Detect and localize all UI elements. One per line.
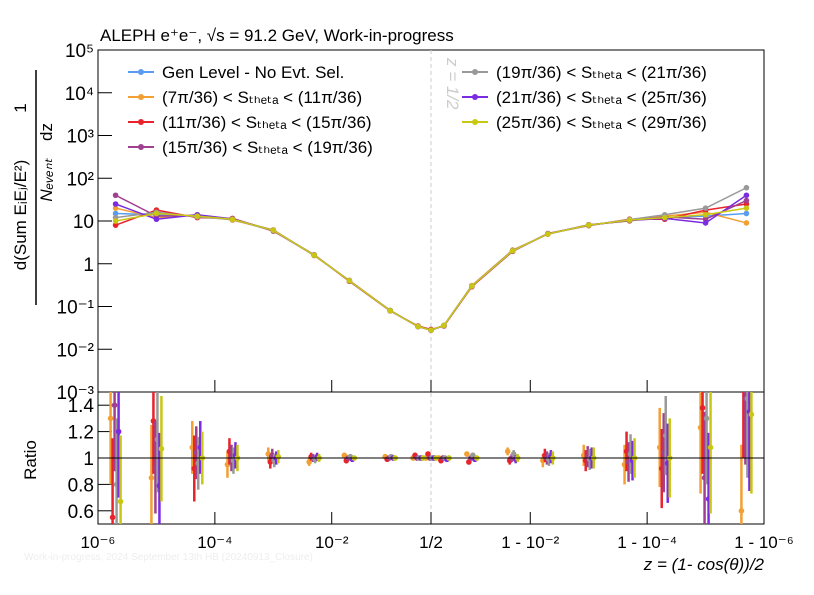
x-tick-label: 10⁻⁴: [197, 533, 232, 552]
point: [229, 216, 236, 223]
point: [346, 277, 353, 284]
y-tick-label: 10⁴: [65, 84, 94, 105]
ratio-point: [115, 428, 122, 435]
point: [387, 307, 393, 314]
point: [112, 192, 119, 199]
y2-tick-label: 1.4: [68, 396, 95, 417]
top-plot: [112, 184, 750, 333]
point: [743, 192, 750, 199]
legend-label: (11π/36) < Sₜₕₑₜₐ < (15π/36): [162, 113, 372, 132]
legend-label: (21π/36) < Sₜₕₑₜₐ < (25π/36): [496, 88, 707, 107]
point: [661, 214, 668, 221]
x-axis-label: z = (1- cos(θ))/2: [643, 555, 765, 574]
y-tick-label: 10⁵: [65, 41, 94, 62]
y-tick-label: 10⁻²: [57, 340, 95, 361]
legend-marker: [472, 69, 478, 75]
y-tick-label: 10²: [67, 169, 94, 190]
y2-tick-label: 0.8: [68, 475, 94, 496]
ratio-point: [117, 498, 124, 505]
point: [743, 184, 750, 191]
point: [702, 205, 709, 211]
ratio-point: [504, 448, 511, 455]
legend-marker: [138, 144, 144, 150]
x-tick-label: 1 - 10⁻²: [501, 533, 559, 552]
ratio-point: [158, 445, 165, 452]
ratio-point: [741, 376, 747, 382]
point: [585, 222, 592, 228]
ratio-point: [464, 451, 470, 457]
point: [153, 216, 160, 223]
y2-tick-label: 1: [83, 449, 94, 470]
ratio-point: [699, 405, 706, 411]
point: [626, 217, 633, 223]
ratio-point: [275, 453, 282, 460]
point: [743, 220, 750, 226]
point: [112, 218, 119, 224]
ratio-point: [107, 415, 114, 422]
point: [509, 248, 516, 254]
chart-title: ALEPH e⁺e⁻, √s = 91.2 GeV, Work-in-progr…: [100, 26, 454, 45]
ratio-point: [738, 508, 745, 514]
ratio-point: [748, 411, 755, 418]
y2-axis-label: Ratio: [21, 440, 40, 480]
point: [469, 283, 475, 289]
ratio-point: [109, 514, 116, 521]
point: [702, 211, 709, 218]
ratio-point: [341, 452, 348, 459]
x-tick-label: 10⁻²: [315, 533, 349, 552]
legend-marker: [138, 119, 144, 125]
series-line: [115, 187, 747, 331]
annotation: z = 1/2: [443, 57, 462, 110]
legend-label: (15π/36) < Sₜₕₑₜₐ < (19π/36): [162, 138, 373, 157]
y2-tick-label: 0.6: [68, 502, 94, 523]
point: [153, 210, 160, 217]
y-tick-label: 1: [83, 255, 94, 276]
x-tick-label: 1 - 10⁻⁶: [734, 533, 793, 552]
point: [428, 327, 434, 333]
point: [112, 205, 119, 211]
y-label-numerator: d(Sum EᵢEⱼ/E²): [11, 160, 30, 271]
y2-tick-label: 1.2: [68, 423, 94, 444]
point: [743, 197, 750, 204]
y-tick-label: 10⁻¹: [57, 298, 95, 319]
x-tick-label: 1/2: [419, 533, 443, 552]
ratio-point: [148, 475, 155, 481]
point: [702, 220, 709, 226]
y-label-prefactor-den: Nₑᵥₑₙₜ: [37, 157, 56, 201]
point: [743, 210, 750, 217]
point: [415, 323, 421, 330]
ratio-plot: [107, 376, 755, 524]
point: [441, 322, 447, 329]
point: [743, 205, 750, 211]
legend-label: (7π/36) < Sₜₕₑₜₐ < (11π/36): [162, 88, 362, 107]
point: [112, 210, 119, 217]
y-tick-label: 10³: [67, 127, 94, 148]
footer: Work-in-progress, 2024 September 13th HB…: [24, 552, 313, 563]
point: [311, 252, 317, 258]
legend-marker: [138, 69, 144, 75]
ratio-point: [111, 402, 118, 409]
legend-marker: [138, 94, 144, 100]
y-label-prefactor-num: 1: [11, 103, 30, 112]
point: [545, 231, 551, 237]
legend-marker: [472, 94, 478, 100]
legend-label: (25π/36) < Sₜₕₑₜₐ < (29π/36): [496, 113, 707, 132]
point: [112, 222, 119, 228]
ratio-point: [703, 415, 710, 422]
point: [194, 213, 201, 219]
point: [112, 201, 119, 207]
point: [270, 227, 277, 234]
legend-label: (19π/36) < Sₜₕₑₜₐ < (21π/36): [496, 63, 707, 82]
legend-label: Gen Level - No Evt. Sel.: [162, 63, 344, 82]
x-tick-label: 10⁻⁶: [81, 533, 116, 552]
x-tick-label: 1 - 10⁻⁴: [617, 533, 677, 552]
legend-marker: [472, 119, 478, 125]
y-label-denominator: dz: [37, 123, 56, 141]
y-tick-label: 10⁻³: [57, 383, 95, 404]
y-tick-label: 10: [73, 212, 94, 233]
ratio-point: [707, 444, 714, 451]
